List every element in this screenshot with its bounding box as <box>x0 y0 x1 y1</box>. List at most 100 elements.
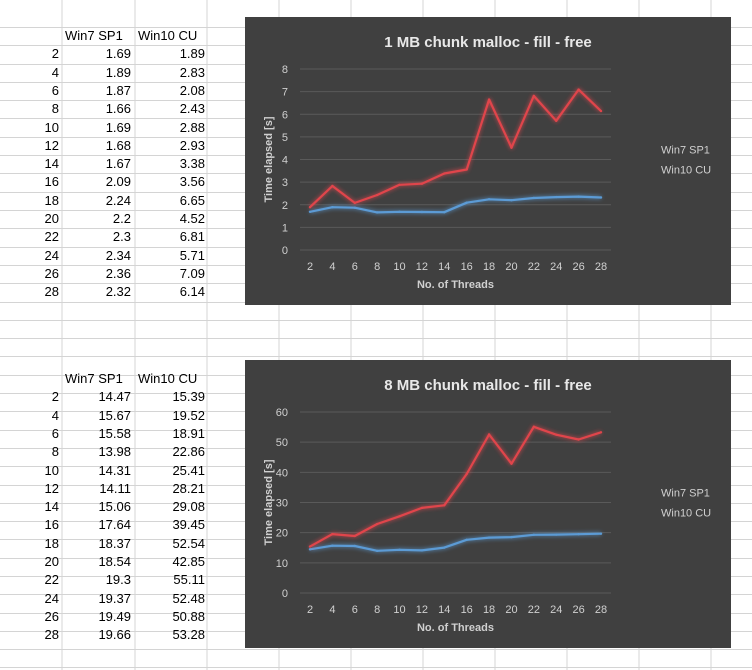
table-cell[interactable]: 6.14 <box>179 284 205 300</box>
data-point[interactable] <box>599 196 603 199</box>
table-cell[interactable]: 4 <box>51 64 59 80</box>
data-point[interactable] <box>487 536 491 539</box>
table-cell[interactable]: 22 <box>44 229 59 245</box>
legend-label[interactable]: Win10 CU <box>661 165 711 177</box>
column-header[interactable]: Win7 SP1 <box>65 371 123 386</box>
data-point[interactable] <box>487 433 491 436</box>
table-cell[interactable]: 19.49 <box>98 608 131 624</box>
table-cell[interactable]: 14.31 <box>98 462 131 478</box>
data-point[interactable] <box>465 201 468 204</box>
table-cell[interactable]: 50.88 <box>172 608 205 624</box>
column-header[interactable]: Win10 CU <box>138 28 198 43</box>
data-point[interactable] <box>308 206 312 209</box>
data-point[interactable] <box>375 549 379 553</box>
table-cell[interactable]: 12 <box>44 480 59 496</box>
data-point[interactable] <box>510 199 513 202</box>
table-cell[interactable]: 5.71 <box>179 247 205 263</box>
table-cell[interactable]: 14 <box>44 156 59 172</box>
table-cell[interactable]: 26 <box>44 265 59 281</box>
table-cell[interactable]: 13.98 <box>98 444 131 460</box>
table-cell[interactable]: 2.88 <box>179 119 205 135</box>
table-cell[interactable]: 1.69 <box>105 119 131 135</box>
table-cell[interactable]: 8 <box>51 101 59 117</box>
table-cell[interactable]: 1.67 <box>105 156 131 172</box>
table-cell[interactable]: 53.28 <box>172 627 205 643</box>
data-point[interactable] <box>420 549 424 552</box>
table-cell[interactable]: 2.93 <box>179 137 205 153</box>
data-point[interactable] <box>398 183 401 187</box>
legend-label[interactable]: Win7 SP1 <box>661 488 710 500</box>
data-point[interactable] <box>308 545 312 548</box>
table-cell[interactable]: 55.11 <box>173 572 205 588</box>
data-point[interactable] <box>487 198 491 201</box>
table-cell[interactable]: 7.09 <box>179 265 205 281</box>
data-point[interactable] <box>420 182 424 185</box>
table-cell[interactable]: 28.21 <box>172 480 205 496</box>
data-point[interactable] <box>577 438 580 441</box>
table-cell[interactable]: 2.32 <box>105 284 131 300</box>
table-cell[interactable]: 1.87 <box>105 82 131 98</box>
data-point[interactable] <box>577 533 580 536</box>
table-cell[interactable]: 26 <box>44 608 59 624</box>
data-point[interactable] <box>599 431 603 434</box>
table-cell[interactable]: 2.83 <box>179 64 205 80</box>
table-cell[interactable]: 15.06 <box>98 499 131 515</box>
table-cell[interactable]: 18.37 <box>98 535 131 551</box>
data-point[interactable] <box>443 172 446 175</box>
data-point[interactable] <box>465 168 468 171</box>
table-cell[interactable]: 17.64 <box>98 517 131 533</box>
table-cell[interactable]: 14.47 <box>98 389 131 405</box>
table-cell[interactable]: 15.58 <box>98 425 131 441</box>
table-cell[interactable]: 8 <box>51 444 59 460</box>
table-cell[interactable]: 2.43 <box>179 101 205 117</box>
data-point[interactable] <box>487 98 491 101</box>
table-cell[interactable]: 3.38 <box>179 156 205 172</box>
table-cell[interactable]: 28 <box>44 627 59 643</box>
table-cell[interactable]: 15.39 <box>172 389 205 405</box>
table-cell[interactable]: 28 <box>44 284 59 300</box>
table-cell[interactable]: 2.24 <box>105 192 131 208</box>
data-point[interactable] <box>398 515 401 518</box>
table-cell[interactable]: 42.85 <box>172 554 205 569</box>
table-cell[interactable]: 52.54 <box>172 535 205 551</box>
table-cell[interactable]: 1.69 <box>105 46 131 62</box>
table-cell[interactable]: 24 <box>44 247 59 263</box>
table-cell[interactable]: 18.91 <box>172 425 205 441</box>
data-point[interactable] <box>353 534 356 538</box>
table-cell[interactable]: 10 <box>44 119 59 135</box>
data-point[interactable] <box>532 196 536 200</box>
table-cell[interactable]: 6 <box>51 425 59 441</box>
table-cell[interactable]: 22.86 <box>172 444 205 460</box>
data-point[interactable] <box>532 94 536 98</box>
data-point[interactable] <box>555 195 558 199</box>
chart-8mb[interactable]: 8 MB chunk malloc - fill - free 0 10 20 30 40… <box>245 360 731 648</box>
table-cell[interactable]: 39.45 <box>172 517 205 533</box>
data-point[interactable] <box>420 506 424 510</box>
table-cell[interactable]: 18 <box>44 192 59 208</box>
data-point[interactable] <box>398 548 401 552</box>
table-cell[interactable]: 1.68 <box>105 137 131 153</box>
data-point[interactable] <box>599 532 603 535</box>
table-cell[interactable]: 20 <box>44 554 59 569</box>
table-cell[interactable]: 2.08 <box>179 82 205 98</box>
series-line-win10-cu[interactable] <box>309 88 602 208</box>
table-cell[interactable]: 19.3 <box>105 572 131 588</box>
table-cell[interactable]: 12 <box>44 137 59 153</box>
data-point[interactable] <box>420 210 424 214</box>
data-point[interactable] <box>308 548 312 551</box>
table-cell[interactable]: 19.37 <box>98 590 131 606</box>
table-cell[interactable]: 19.52 <box>172 407 205 423</box>
data-point[interactable] <box>510 462 513 465</box>
data-point[interactable] <box>375 211 379 214</box>
table-cell[interactable]: 52.48 <box>172 590 205 606</box>
table-cell[interactable]: 2 <box>51 389 59 405</box>
table-cell[interactable]: 14.11 <box>99 480 131 496</box>
data-point[interactable] <box>532 425 536 428</box>
data-point[interactable] <box>599 109 603 113</box>
table-cell[interactable]: 2.36 <box>105 265 131 281</box>
data-point[interactable] <box>555 533 558 536</box>
data-point[interactable] <box>398 210 401 213</box>
table-cell[interactable]: 4.52 <box>179 211 205 226</box>
data-point[interactable] <box>577 195 580 198</box>
data-point[interactable] <box>375 522 379 526</box>
